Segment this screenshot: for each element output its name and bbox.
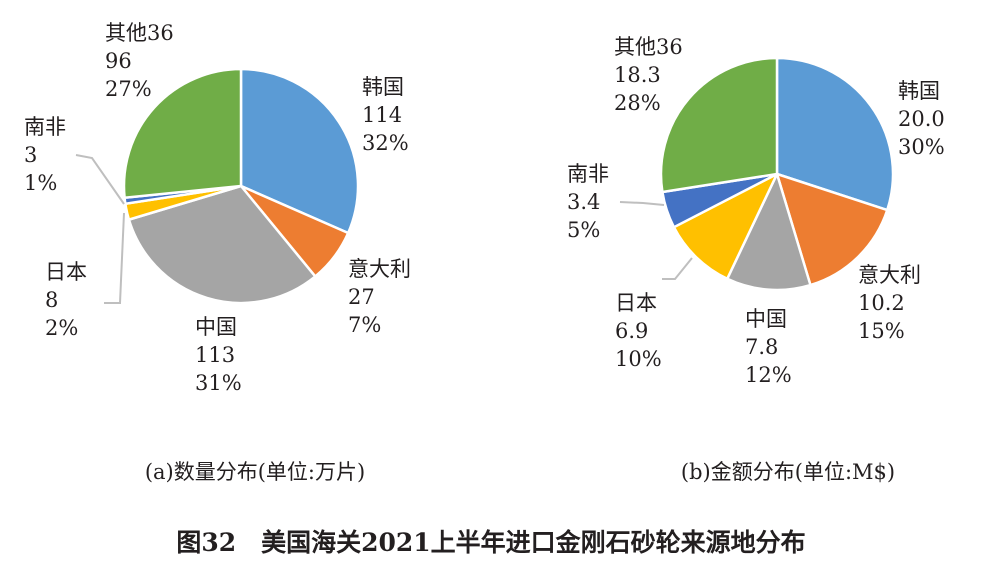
- pie-chart-quantity: 韩国 114 32% 意大利 27 7% 中国 113 31% 日本 8 2% 南非 3 1% 其他36 96 2…: [24, 21, 411, 395]
- slice-amount-others-36: [659, 56, 779, 194]
- slice-quantity-korea: [239, 67, 360, 235]
- slice-quantity-others-36: [122, 67, 243, 199]
- leader-line-amount-japan: [662, 257, 693, 280]
- caption-quantity: (a)数量分布(单位:万片): [145, 460, 365, 484]
- slice-quantity-china: [127, 184, 317, 305]
- data-label-amount-china: 中国 7.8 12%: [745, 307, 792, 387]
- figure-title: 图32 美国海关2021上半年进口金刚石砂轮来源地分布: [176, 528, 805, 557]
- data-label-quantity-italy: 意大利 27 7%: [348, 257, 411, 337]
- data-label-quantity-others-36: 其他36 96 27%: [105, 21, 174, 101]
- leader-line-quantity-south-africa: [75, 154, 125, 205]
- slice-amount-italy: [775, 172, 889, 287]
- data-label-amount-others-36: 其他36 18.3 28%: [614, 35, 683, 115]
- data-label-amount-korea: 韩国 20.0 30%: [898, 79, 945, 159]
- leader-line-quantity-japan: [104, 212, 125, 304]
- data-label-quantity-south-africa: 南非 3 1%: [24, 115, 66, 195]
- data-label-quantity-korea: 韩国 114 32%: [362, 75, 409, 155]
- pie-chart-amount: 韩国 20.0 30% 意大利 10.2 15% 中国 7.8 12% 日本 6.9 10% 南非 3.4…: [567, 35, 945, 387]
- data-label-quantity-china: 中国 113 31%: [195, 315, 242, 395]
- data-label-amount-japan: 日本 6.9 10%: [615, 291, 662, 371]
- data-label-quantity-japan: 日本 8 2%: [45, 260, 87, 340]
- data-label-amount-south-africa: 南非 3.4 5%: [567, 162, 609, 242]
- data-label-amount-italy: 意大利 10.2 15%: [858, 263, 921, 343]
- caption-amount: (b)金额分布(单位:M$): [681, 460, 895, 484]
- slice-amount-china: [725, 172, 812, 292]
- slice-amount-korea: [775, 56, 895, 212]
- leader-line-amount-south-africa: [619, 201, 665, 206]
- slice-amount-japan: [672, 172, 779, 281]
